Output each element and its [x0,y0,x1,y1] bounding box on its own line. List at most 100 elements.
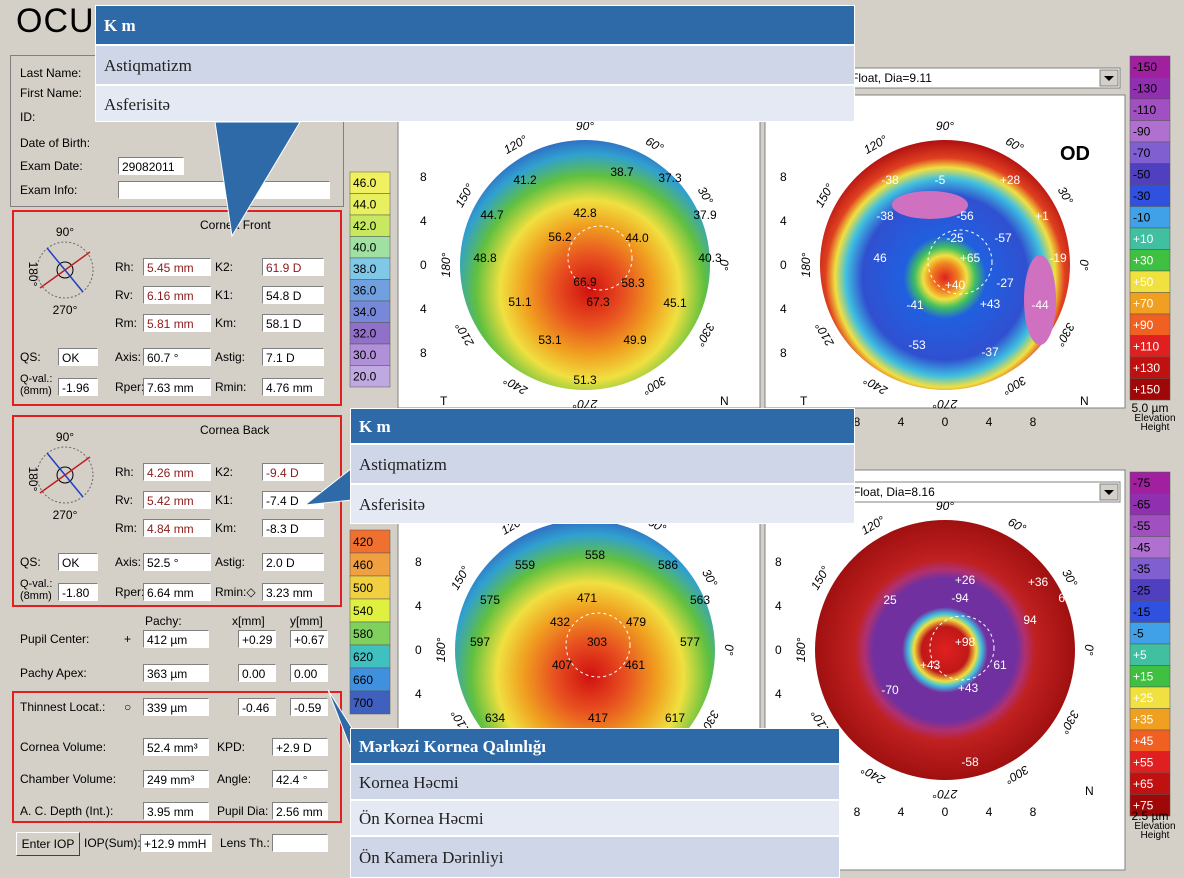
row-label: A. C. Depth (Int.): [20,804,114,818]
map-value: 66.9 [573,275,597,289]
map-value: -56 [956,209,974,223]
map-value: -38 [876,209,894,223]
axis-side: N [1085,784,1094,798]
scale-caption: Elevation [1134,413,1175,424]
axis-tick: 0 [780,258,787,272]
map-value: 407 [552,658,572,672]
scale-label: -130 [1133,82,1157,96]
axis-side: N [1080,394,1089,408]
row-label: Pachy Apex: [20,666,87,680]
field-value: 4.26 mm [143,463,211,481]
angle-label: 0° [1082,644,1096,656]
field-label: K2: [215,465,234,479]
scale-label: +75 [1133,799,1154,813]
field-label: Exam Date: [20,159,83,173]
button[interactable]: Enter IOP [16,832,80,856]
map-value: 634 [485,711,505,725]
scale-label: +110 [1133,340,1159,354]
field-value: 0.00 [290,664,328,682]
map-value: 45.1 [663,296,687,310]
scale-label: 34.0 [353,305,377,319]
compass-label: 90° [56,225,74,239]
callout-item: Ön Kornea Həcmi [350,800,840,836]
field-value: 58.1 D [262,314,324,332]
map-value: 577 [680,635,700,649]
field-value: 2.0 D [262,553,324,571]
compass-label: 270° [53,303,78,317]
map-value: 432 [550,615,570,629]
scale-cell [1129,378,1171,401]
scale-label: +150 [1133,383,1160,397]
field-value: 7.1 D [262,348,324,366]
map-value: -25 [946,231,964,245]
compass-label: 180° [26,262,40,287]
scale-label: +10 [1133,232,1154,246]
axis-tick: 0 [415,643,422,657]
map-value: +36 [1028,575,1049,589]
scale-caption: Height [1141,830,1170,841]
map-value: -44 [1031,298,1049,312]
scale-label: +15 [1133,670,1154,684]
field-label: ID: [20,110,36,124]
field-value: 3.95 mm [143,802,209,820]
field-label: Km: [215,521,237,535]
field-label: Last Name: [20,66,82,80]
angle-label: 90° [936,499,954,513]
field-label: QS: [20,555,41,569]
map-value: 61 [1058,591,1072,605]
scale-label: -10 [1133,211,1151,225]
map-value: 44.7 [480,208,504,222]
map-value: 53.1 [538,333,562,347]
field-value: +0.29 [238,630,276,648]
axis-tick: 8 [775,555,782,569]
compass [36,446,94,504]
map-value: +43 [958,681,979,695]
map-blob [892,191,968,219]
scale-label: +30 [1133,254,1154,268]
map-value: 37.9 [693,208,717,222]
axis-tick: 4 [415,599,422,613]
scale-label: -110 [1133,103,1156,117]
scale-label: +25 [1133,691,1154,705]
angle-label: 0° [1077,259,1091,271]
scale-label: -75 [1133,476,1151,490]
angle-label: 90° [576,119,594,133]
axis-tick: 8 [780,346,787,360]
scale-label: -150 [1133,60,1157,74]
axis-tick: 0 [942,805,949,819]
compass-label: 90° [56,430,74,444]
field-value: 3.23 mm [262,583,324,601]
scale-label: -30 [1133,189,1151,203]
axis-side: T [440,394,448,408]
scale-label: +90 [1133,318,1154,332]
column-header: x[mm] [232,614,265,628]
map-value: 41.2 [513,173,537,187]
scale-caption: Height [1141,422,1170,433]
map-value: 575 [480,593,500,607]
scale-label: 500 [353,581,373,595]
field-value: 7.63 mm [143,378,211,396]
field-value: -9.4 D [262,463,324,481]
scale-label: 20.0 [353,370,377,384]
axis-tick: 4 [420,302,427,316]
axis-tick: 0 [420,258,427,272]
row-label: Chamber Volume: [20,772,117,786]
map-value: 56.2 [548,230,572,244]
row-label: Pupil Dia: [217,804,269,818]
scale-label: 36.0 [353,284,377,298]
scale-label: +130 [1133,361,1160,375]
angle-label: 180° [439,252,453,277]
axis-tick: 8 [780,170,787,184]
axis-tick: 8 [854,805,861,819]
scale-label: 40.0 [353,241,377,255]
map-value: +1 [1035,209,1049,223]
map-value: 586 [658,558,678,572]
row-label: IOP(Sum): [84,836,141,850]
row-label: Pupil Center: [20,632,90,646]
map-value: -57 [994,231,1012,245]
field-label: Exam Info: [20,183,78,197]
map-disc [815,520,1075,780]
compass [36,241,94,299]
map-value: +43 [980,297,1001,311]
field-value: +12.9 mmH [140,834,212,852]
